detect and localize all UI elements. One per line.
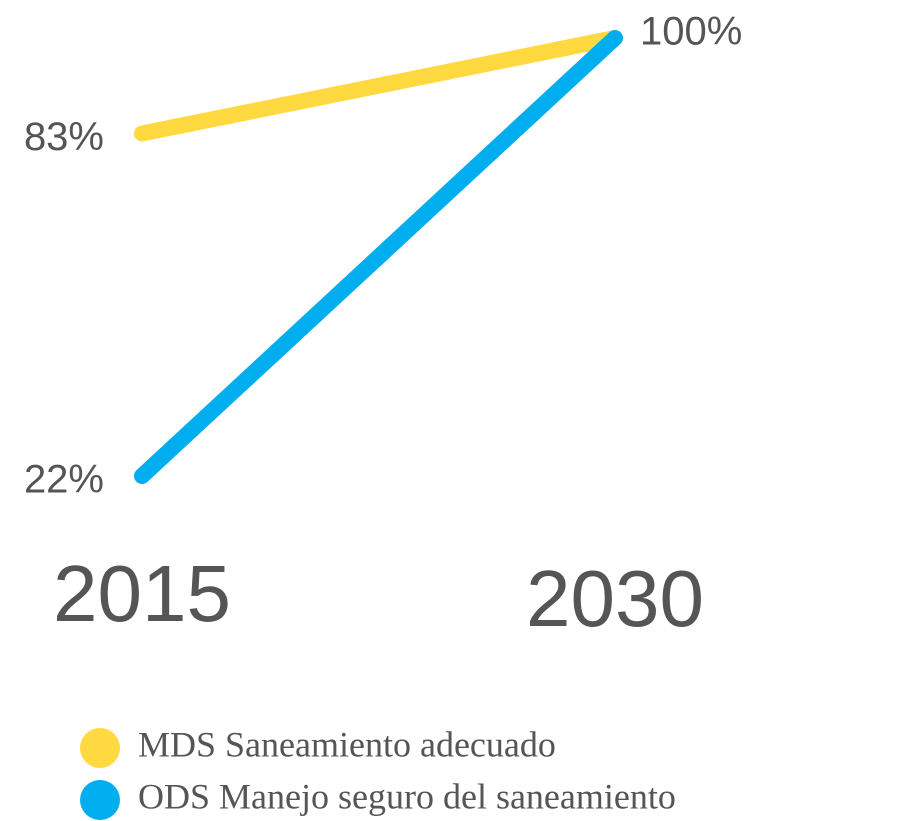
x-category-label: 2030 bbox=[526, 554, 704, 643]
legend-label: ODS Manejo seguro del saneamiento bbox=[138, 776, 676, 816]
legend-swatch bbox=[80, 728, 120, 768]
data-label: 22% bbox=[24, 458, 104, 502]
series-line bbox=[134, 30, 623, 142]
data-label: 100% bbox=[640, 10, 742, 54]
x-category-label: 2015 bbox=[53, 549, 231, 638]
legend-label: MDS Saneamiento adecuado bbox=[138, 724, 556, 764]
data-label: 83% bbox=[24, 115, 104, 159]
legend-swatch bbox=[80, 780, 120, 820]
series-line bbox=[134, 30, 623, 484]
